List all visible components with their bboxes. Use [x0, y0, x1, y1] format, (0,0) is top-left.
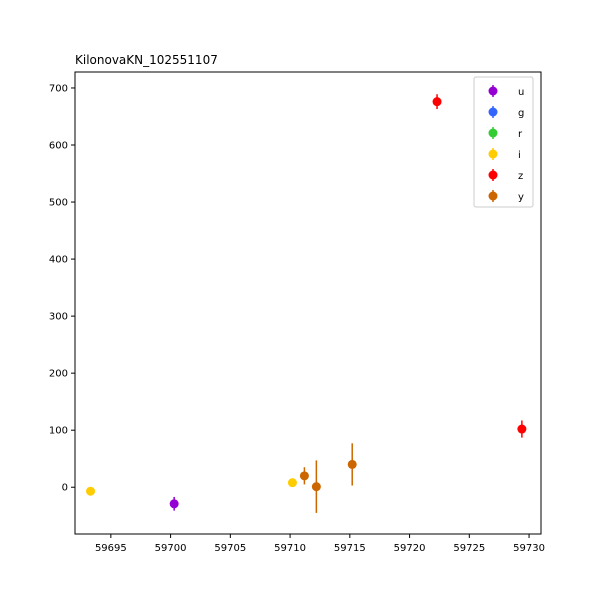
data-point-u — [169, 499, 179, 509]
legend-label-y: y — [518, 192, 524, 203]
data-point-z — [432, 97, 442, 107]
x-tick-label: 59730 — [513, 543, 545, 554]
y-tick-label: 300 — [49, 312, 68, 323]
legend-label-u: u — [518, 87, 524, 98]
plot-frame — [74, 71, 542, 535]
legend-marker-r — [488, 128, 498, 138]
data-layer — [86, 94, 527, 513]
data-point-i — [86, 486, 96, 496]
legend-label-i: i — [518, 150, 521, 161]
y-tick-label: 100 — [49, 426, 68, 437]
legend-label-g: g — [518, 108, 524, 119]
y-tick-label: 500 — [49, 198, 68, 209]
data-point-y — [347, 459, 357, 469]
chart-title: KilonovaKN_102551107 — [75, 53, 218, 67]
x-tick-label: 59700 — [155, 543, 187, 554]
x-tick-label: 59710 — [274, 543, 306, 554]
y-tick-label: 0 — [62, 483, 68, 494]
y-axis: 0 100 200 300 400 500 600 700 — [49, 83, 75, 494]
x-tick-label: 59695 — [95, 543, 127, 554]
y-tick-label: 200 — [49, 369, 68, 380]
data-point-y — [299, 471, 309, 481]
legend-marker-g — [488, 107, 498, 117]
data-point-i — [287, 478, 297, 488]
x-tick-label: 59715 — [334, 543, 366, 554]
x-tick-label: 59725 — [453, 543, 485, 554]
x-axis: 59695 59700 59705 59710 59715 59720 59725 59730 — [95, 534, 545, 554]
legend-label-z: z — [518, 171, 523, 182]
data-point-z — [517, 424, 527, 434]
data-point-y — [311, 482, 321, 492]
y-tick-label: 600 — [49, 141, 68, 152]
legend-marker-u — [488, 86, 498, 96]
y-tick-label: 400 — [49, 255, 68, 266]
x-tick-label: 59720 — [394, 543, 426, 554]
legend-marker-z — [488, 170, 498, 180]
legend-label-r: r — [518, 129, 523, 140]
legend-marker-y — [488, 191, 498, 201]
y-tick-label: 700 — [49, 83, 68, 94]
legend-marker-i — [488, 149, 498, 159]
x-tick-label: 59705 — [214, 543, 246, 554]
